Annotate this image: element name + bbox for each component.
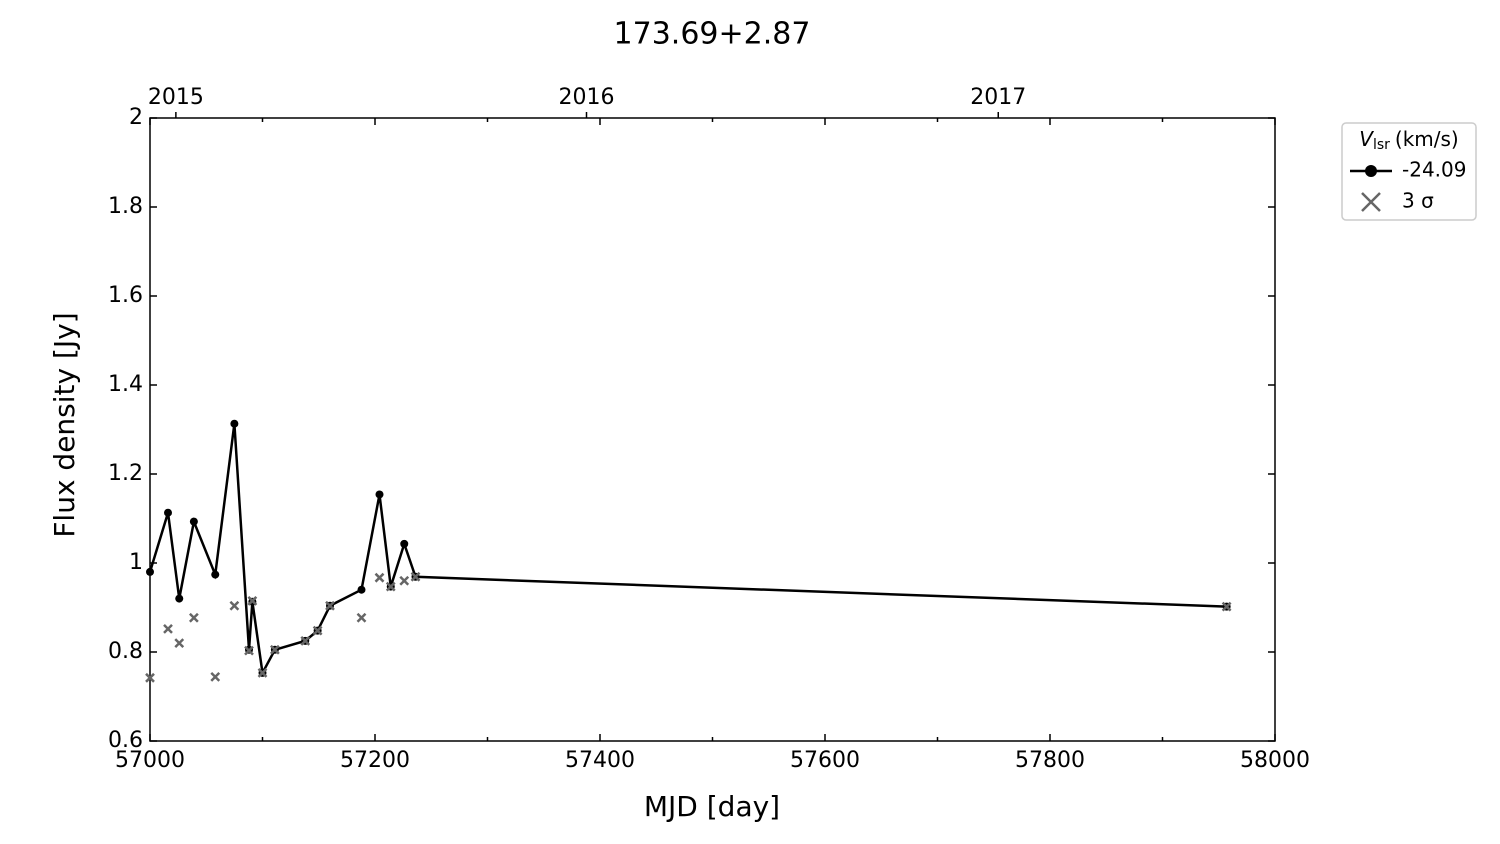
- y-tick-label: 1: [129, 550, 143, 575]
- y-axis-label: Flux density [Jy]: [48, 312, 81, 537]
- y-tick-label: 1.6: [108, 283, 143, 308]
- y-tick-label: 0.8: [108, 639, 143, 664]
- sigma-point: [145, 672, 155, 683]
- legend-label: 3 σ: [1402, 189, 1434, 213]
- x-axis-label: MJD [day]: [644, 790, 780, 823]
- sigma-point: [188, 612, 199, 623]
- sigma-point: [174, 638, 185, 648]
- y-tick-label: 1.2: [108, 461, 143, 486]
- data-point: [357, 585, 366, 594]
- sigma-point: [410, 571, 421, 582]
- x-tick-label: 57200: [340, 748, 410, 773]
- data-point: [164, 508, 172, 517]
- y-tick-label: 0.6: [108, 728, 143, 753]
- sigma-point: [399, 575, 410, 586]
- data-point: [189, 517, 198, 526]
- sigma-point: [163, 623, 173, 634]
- sigma-point: [385, 581, 396, 592]
- data-point: [230, 419, 239, 428]
- sigma-point: [244, 645, 254, 656]
- x-tick-label: 57800: [1015, 748, 1085, 773]
- plot-frame: [149, 117, 1276, 742]
- sigma-point: [210, 672, 221, 682]
- legend: Vlsr (km/s) -24.09 3 σ: [1341, 122, 1477, 221]
- sigma-point: [257, 668, 268, 678]
- x-tick-label: 57000: [115, 748, 185, 773]
- data-point: [400, 539, 409, 548]
- x2-tick-label: 2015: [148, 85, 204, 110]
- sigma-point: [356, 612, 367, 623]
- legend-unit: (km/s): [1395, 127, 1459, 151]
- sigma-point: [300, 635, 311, 646]
- sigma-point: [374, 572, 385, 583]
- chart-title: 173.69+2.87: [614, 17, 811, 52]
- sigma-point: [269, 644, 280, 655]
- sigma-point: [312, 625, 323, 636]
- y-tick-label: 1.4: [108, 372, 143, 397]
- x-tick-label: 57600: [790, 748, 860, 773]
- legend-label: -24.09: [1402, 158, 1466, 182]
- y-tick-label: 2: [129, 105, 143, 130]
- legend-marker: [1361, 192, 1381, 212]
- sigma-point: [1221, 601, 1232, 612]
- y-tick-label: 1.8: [108, 194, 143, 219]
- sigma-point: [247, 595, 258, 606]
- data-point: [375, 490, 384, 499]
- series-line: [148, 423, 1227, 677]
- x2-tick-label: 2017: [970, 85, 1026, 110]
- x2-tick-label: 2016: [559, 85, 615, 110]
- legend-symbol: V: [1359, 127, 1374, 151]
- data-point: [146, 567, 154, 576]
- sigma-point: [229, 600, 240, 611]
- legend-title: Vlsr (km/s): [1359, 127, 1458, 154]
- legend-subscript: lsr: [1373, 137, 1390, 153]
- legend-marker: [1365, 165, 1377, 177]
- x-tick-label: 57400: [565, 748, 635, 773]
- sigma-point: [325, 600, 335, 611]
- data-point: [175, 594, 184, 603]
- data-point: [211, 570, 220, 579]
- x-tick-label: 58000: [1240, 748, 1310, 773]
